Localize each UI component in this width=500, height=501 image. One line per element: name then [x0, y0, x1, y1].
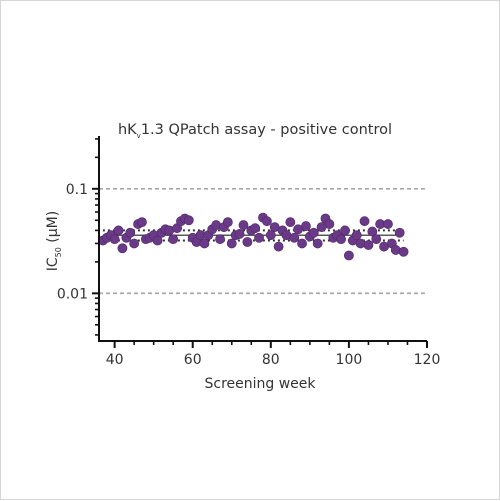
data-point — [312, 238, 323, 249]
data-point — [371, 234, 382, 245]
x-tick-label: 40 — [106, 352, 124, 368]
x-tick-label: 60 — [184, 352, 202, 368]
data-point — [363, 240, 374, 250]
y-axis-label-subscript: 50 — [54, 247, 63, 257]
data-point — [265, 230, 276, 241]
data-point — [308, 227, 319, 238]
x-axis-label: Screening week — [204, 376, 316, 392]
data-point — [273, 241, 284, 252]
data-point — [125, 227, 136, 238]
data-point — [152, 235, 163, 246]
data-point — [222, 217, 233, 228]
data-point — [394, 227, 405, 238]
y-axis-label-rest: (μM) — [45, 211, 61, 247]
data-point — [199, 238, 210, 249]
data-point — [359, 216, 370, 227]
data-points — [98, 212, 409, 261]
data-point — [262, 216, 272, 227]
data-point — [113, 225, 124, 236]
data-point — [250, 223, 261, 234]
data-point — [117, 243, 128, 254]
chart-title-rest: 1.3 QPatch assay - positive control — [141, 122, 392, 138]
chart-title-main: hK — [118, 122, 137, 138]
data-point — [289, 232, 300, 243]
data-point — [234, 229, 245, 239]
data-point — [383, 219, 393, 229]
data-point — [324, 219, 335, 229]
x-tick-label: 100 — [336, 352, 363, 368]
data-point — [129, 238, 140, 249]
y-axis-label: IC50 (μM) — [45, 211, 63, 271]
data-point — [398, 246, 409, 257]
data-point — [137, 217, 147, 228]
chart-title: hKv1.3 QPatch assay - positive control — [118, 122, 392, 140]
data-point — [242, 237, 253, 247]
data-point — [238, 220, 249, 230]
data-point — [297, 238, 307, 249]
y-tick-label: 0.01 — [57, 286, 88, 302]
y-tick-label: 0.1 — [66, 182, 88, 198]
data-point — [226, 238, 237, 249]
data-point — [168, 234, 179, 245]
x-tick-label: 80 — [262, 352, 280, 368]
data-point — [340, 225, 350, 236]
chart-title-subscript: v — [137, 132, 141, 140]
x-tick-label: 120 — [414, 352, 441, 368]
data-point — [109, 234, 120, 245]
data-point — [367, 226, 378, 237]
data-point — [215, 234, 225, 245]
data-point — [254, 232, 264, 243]
data-point — [285, 217, 296, 228]
data-point — [336, 234, 346, 245]
y-axis-label-main: IC — [45, 257, 61, 271]
data-point — [301, 221, 311, 231]
reference-lines — [99, 188, 427, 295]
data-point — [351, 230, 362, 241]
axes: 0.1 0.01 40 60 80 100 120 — [57, 136, 441, 368]
data-point — [344, 250, 354, 261]
data-point — [183, 215, 194, 226]
